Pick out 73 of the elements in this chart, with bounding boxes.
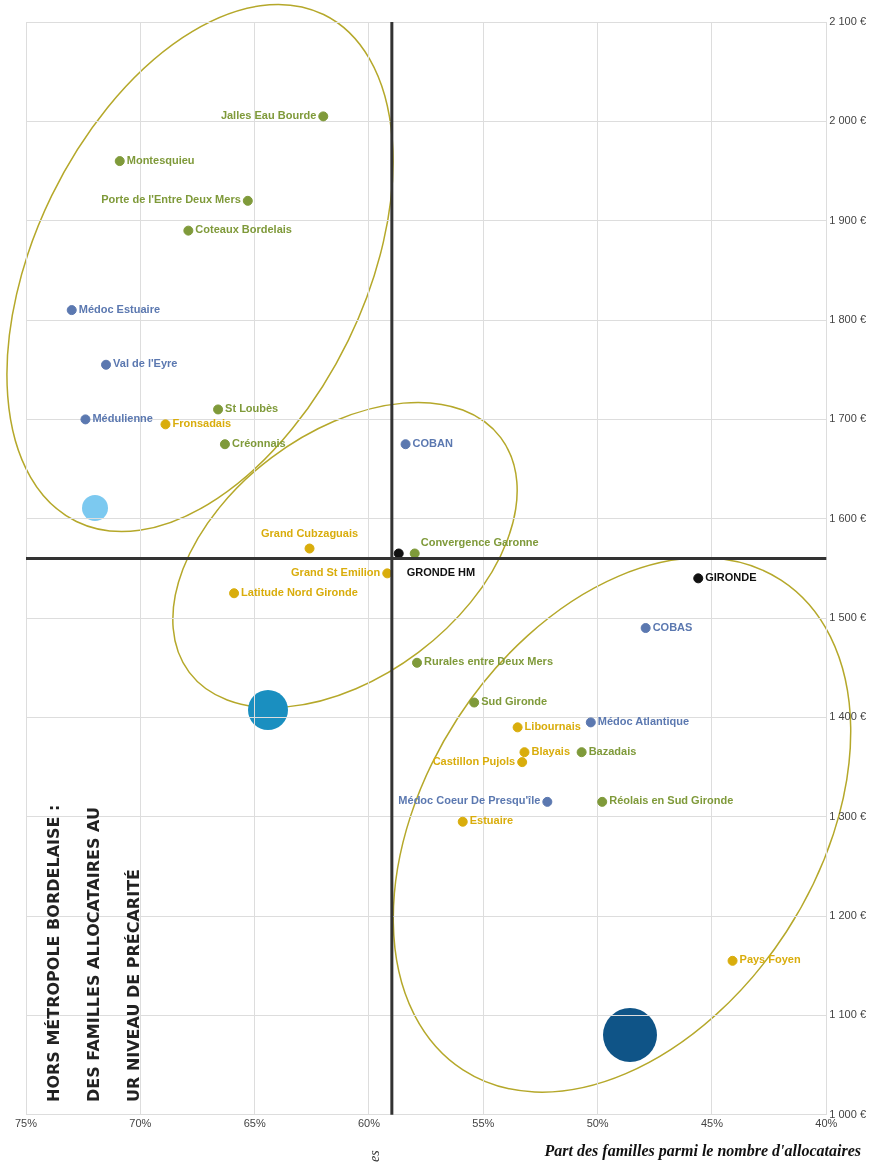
point [457, 816, 468, 827]
x-tick-label: 40% [815, 1117, 838, 1130]
point [585, 717, 596, 728]
point [400, 439, 411, 450]
y-tick-label: 2 000 € [829, 114, 866, 127]
point [229, 588, 240, 599]
y-tick-label: 1 200 € [829, 909, 866, 922]
x-tick-label: 70% [129, 1117, 152, 1130]
point [519, 747, 530, 758]
point [242, 195, 253, 206]
y-tick-label: 1 700 € [829, 412, 866, 425]
x-tick-label: 60% [357, 1117, 381, 1130]
data-label: Porte de l'Entre Deux Mers [101, 193, 241, 206]
point [304, 543, 315, 554]
point [693, 573, 704, 584]
data-label: COBAS [652, 620, 693, 633]
point [597, 796, 608, 807]
point [80, 414, 91, 425]
x-tick-label: 65% [243, 1117, 266, 1130]
data-label: Val de l'Eyre [113, 357, 178, 370]
data-label: Libournais [524, 719, 581, 732]
y-tick-label: 1 300 € [829, 809, 866, 822]
data-label: Médulienne [92, 411, 153, 424]
data-label: Estuaire [469, 814, 514, 827]
y-tick-label: 1 600 € [829, 511, 866, 524]
point [517, 757, 528, 768]
point [640, 623, 651, 634]
data-label: Grand Cubzaguais [260, 527, 359, 540]
data-label: Fronsadais [172, 416, 232, 429]
chart-title: HORS MÉTROPOLE BORDELAISE : DES FAMILLES ALLOCATAIRES AU UR NIVEAU DE PRÉCARITÉ [44, 804, 143, 1102]
data-label: Jalles Eau Bourde [220, 108, 317, 121]
point [101, 359, 112, 370]
point [183, 225, 194, 236]
point [412, 657, 422, 668]
data-label: Médoc Estuaire [78, 302, 161, 315]
x-axis-title: Part des familles parmi le nombre d'allocataires [544, 1141, 861, 1162]
y-tick-label: 1 500 € [829, 611, 866, 624]
point [469, 697, 480, 708]
data-label: Blayais [531, 744, 570, 757]
data-label: Pays Foyen [739, 953, 801, 966]
data-label: COBAN [412, 436, 453, 449]
data-label: Montesquieu [126, 153, 195, 166]
point [512, 722, 523, 733]
point [576, 747, 587, 758]
y-tick-label: 1 900 € [829, 213, 866, 226]
x-tick-label: 55% [472, 1117, 495, 1130]
point [213, 404, 224, 415]
y-axis-title: es [366, 1150, 383, 1162]
data-label: Bazadais [588, 744, 637, 757]
data-label: Sud Gironde [481, 695, 548, 708]
point [160, 419, 171, 430]
data-label: Grand St Emilion [291, 565, 381, 578]
y-tick-label: 2 100 € [829, 15, 866, 28]
data-label: Latitude Nord Gironde [241, 585, 358, 598]
data-label: Réolais en Sud Gironde [609, 794, 734, 807]
data-label: Médoc Atlantique [597, 714, 690, 727]
x-tick-label: 75% [14, 1117, 38, 1130]
data-label: GRONDE HM [406, 566, 476, 579]
data-label: GIRONDE [705, 570, 757, 583]
point [542, 796, 553, 807]
data-label: Castillon Pujols [432, 754, 516, 767]
data-label: Coteaux Bordelais [195, 223, 292, 236]
y-tick-label: 1 800 € [829, 313, 866, 326]
point [318, 111, 329, 122]
point [66, 305, 77, 316]
data-label: St Loubès [225, 401, 279, 414]
y-tick-label: 1 000 € [829, 1107, 866, 1120]
point [727, 955, 738, 966]
x-tick-label: 50% [586, 1117, 609, 1130]
point [114, 156, 125, 167]
x-tick-label: 45% [700, 1117, 724, 1130]
y-tick-label: 1 100 € [829, 1008, 866, 1021]
point [219, 439, 230, 450]
